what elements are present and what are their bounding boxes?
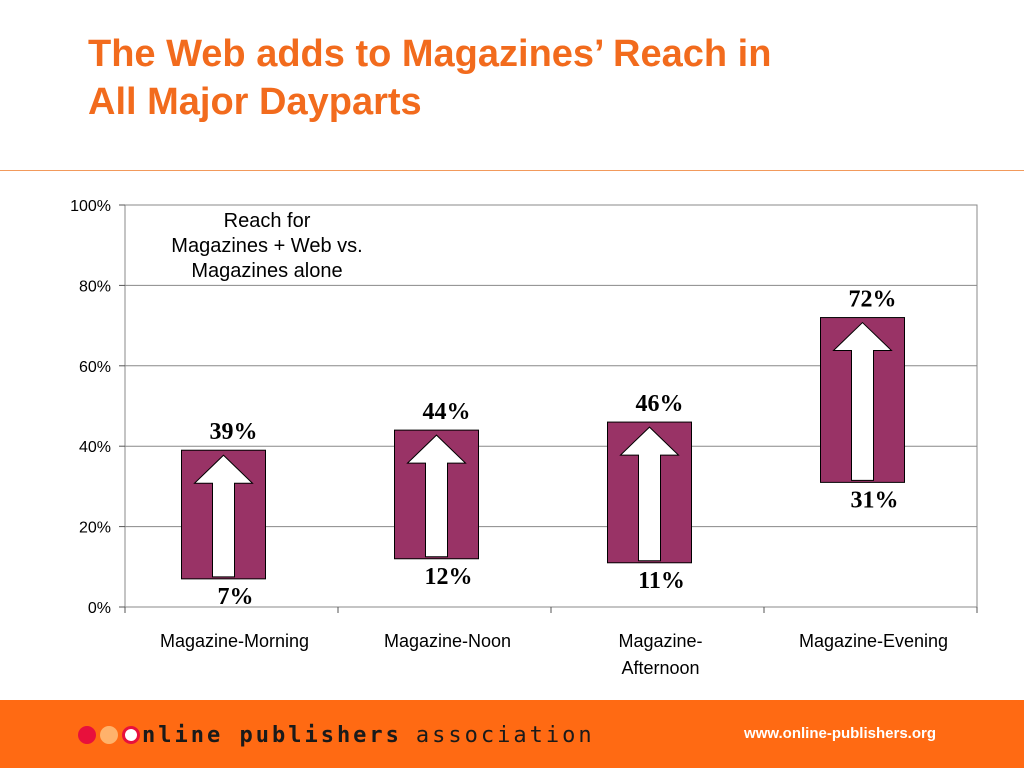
title-line-2: All Major Dayparts <box>88 81 422 123</box>
chart-annotation-line: Magazines alone <box>191 260 342 282</box>
reach-chart: 0% 20% 40% 60% 80% 100% Reach for Magazines + W… <box>70 198 978 678</box>
y-tick-label: 20% <box>79 520 111 537</box>
x-category-label: Magazine- <box>618 631 702 651</box>
title-divider <box>0 170 1024 171</box>
y-tick-label: 40% <box>79 439 111 456</box>
x-category-label: Magazine-Noon <box>384 631 511 651</box>
increase-arrow-icon <box>193 454 254 578</box>
y-tick-label: 60% <box>79 359 111 376</box>
low-value-label: 12% <box>425 564 473 590</box>
x-category-label: Magazine-Evening <box>799 631 948 651</box>
high-value-label: 44% <box>423 399 471 425</box>
increase-arrow-icon <box>619 426 680 562</box>
low-value-label: 7% <box>218 584 254 610</box>
logo-red-dot-icon <box>78 726 96 744</box>
high-value-label: 46% <box>636 391 684 417</box>
logo-o-ring-icon <box>122 726 140 744</box>
low-value-label: 31% <box>851 487 899 513</box>
y-tick-label: 80% <box>79 278 111 295</box>
footer-bar: nline publishers association www.online-… <box>0 700 1024 768</box>
page-title: The Web adds to Magazines’ Reach in All … <box>88 30 968 126</box>
footer-url: www.online-publishers.org <box>744 725 936 742</box>
y-tick-label: 100% <box>70 198 111 215</box>
y-tick-label: 0% <box>88 600 111 617</box>
high-value-label: 39% <box>210 419 258 445</box>
logo-wordmark-bold: nline publishers <box>142 722 402 748</box>
title-line-1: The Web adds to Magazines’ Reach in <box>88 33 772 75</box>
opa-logo: nline publishers association <box>78 722 595 748</box>
increase-arrow-icon <box>406 434 467 558</box>
chart-annotation-line: Magazines + Web vs. <box>171 235 362 257</box>
increase-arrow-icon <box>832 321 893 481</box>
x-category-label: Magazine-Morning <box>160 631 309 651</box>
logo-wordmark-light: association <box>415 722 595 748</box>
chart-annotation-line: Reach for <box>224 210 311 232</box>
low-value-label: 11% <box>638 568 685 594</box>
logo-orange-dot-icon <box>100 726 118 744</box>
high-value-label: 72% <box>849 287 897 313</box>
x-category-label: Afternoon <box>621 658 699 678</box>
